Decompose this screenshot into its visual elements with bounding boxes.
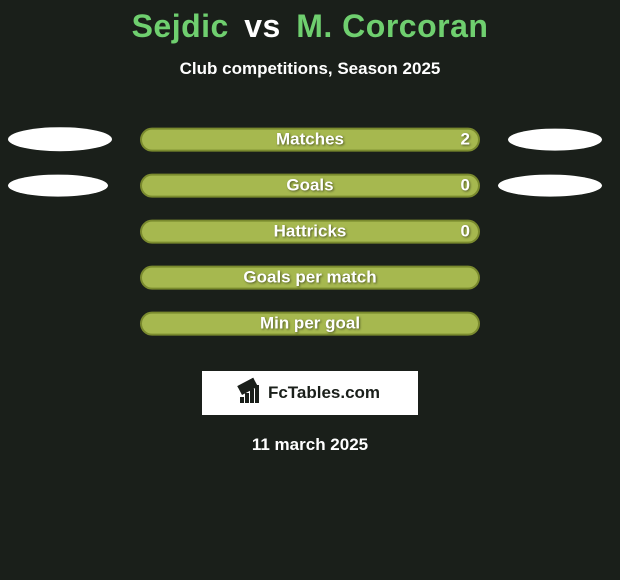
right-ellipse bbox=[498, 175, 602, 197]
subtitle: Club competitions, Season 2025 bbox=[0, 59, 620, 79]
stat-rows: Matches2 Goals0 Hattricks0 Goals per match M… bbox=[0, 121, 620, 351]
fctables-chart-icon bbox=[240, 383, 264, 403]
player1-name: Sejdic bbox=[132, 8, 229, 44]
stat-row: Matches2 bbox=[0, 121, 620, 167]
stat-bar bbox=[140, 312, 480, 336]
right-ellipse bbox=[508, 129, 602, 151]
stat-row: Goals per match bbox=[0, 259, 620, 305]
stat-bar-wrap: Goals per match bbox=[140, 266, 480, 290]
stat-row: Min per goal bbox=[0, 305, 620, 351]
logo-text: FcTables.com bbox=[268, 383, 380, 403]
stat-bar-wrap: Matches2 bbox=[140, 128, 480, 152]
vs-separator: vs bbox=[244, 8, 281, 44]
date-text: 11 march 2025 bbox=[0, 435, 620, 455]
stat-row: Hattricks0 bbox=[0, 213, 620, 259]
stat-bar-wrap: Hattricks0 bbox=[140, 220, 480, 244]
stat-bar-wrap: Goals0 bbox=[140, 174, 480, 198]
stat-bar bbox=[140, 128, 480, 152]
stat-bar bbox=[140, 266, 480, 290]
page-title: Sejdic vs M. Corcoran bbox=[0, 8, 620, 45]
player2-name: M. Corcoran bbox=[296, 8, 488, 44]
stat-row: Goals0 bbox=[0, 167, 620, 213]
stat-bar bbox=[140, 174, 480, 198]
comparison-infographic: Sejdic vs M. Corcoran Club competitions,… bbox=[0, 0, 620, 455]
stat-bar bbox=[140, 220, 480, 244]
stat-bar-wrap: Min per goal bbox=[140, 312, 480, 336]
logo-box: FcTables.com bbox=[202, 371, 418, 415]
left-ellipse bbox=[8, 175, 108, 197]
left-ellipse bbox=[8, 127, 112, 151]
